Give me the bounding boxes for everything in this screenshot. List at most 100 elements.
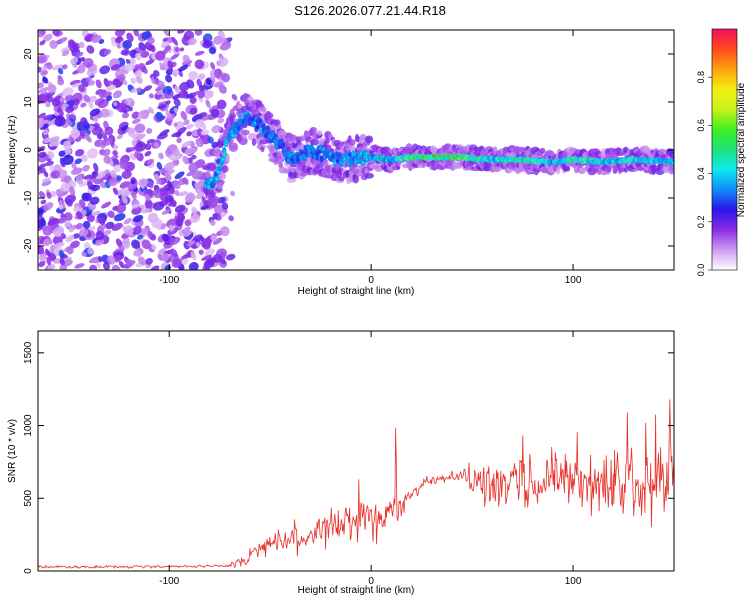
spectrogram-cell xyxy=(217,118,225,124)
colorbar-tick-label: 0.0 xyxy=(696,264,706,277)
colorbar-tick-label: 0.6 xyxy=(696,119,706,132)
spectrogram-cell xyxy=(155,50,166,61)
spectrogram-cell xyxy=(234,123,238,127)
spectrogram-cell xyxy=(78,180,90,187)
spectrogram-cell xyxy=(42,76,49,84)
spectrogram-cell xyxy=(74,158,83,165)
spectrogram-cell xyxy=(147,230,154,238)
spectrogram-cell xyxy=(217,181,224,190)
spectrogram-cell xyxy=(149,44,156,53)
spectrogram-cell xyxy=(180,110,188,121)
spectrogram-cell xyxy=(147,36,155,45)
spectrogram-cell xyxy=(173,107,179,113)
spectrogram-cell xyxy=(130,87,139,94)
spectrogram-cell xyxy=(177,30,186,34)
spectrogram-cell xyxy=(137,109,150,119)
spectrogram-cell xyxy=(132,118,141,124)
spectrogram-y-axis-label: Frequency (Hz) xyxy=(7,116,18,185)
spectrogram-cell xyxy=(320,157,324,160)
spectrogram-cell xyxy=(175,218,184,227)
spectrogram-cell xyxy=(97,215,106,225)
spectrogram-cell xyxy=(63,259,73,267)
spectrogram-cell xyxy=(126,259,133,267)
spectrogram-cell xyxy=(132,240,141,250)
spectrogram-cell xyxy=(78,41,85,49)
spectrogram-cell xyxy=(86,45,95,54)
spectrogram-cell xyxy=(153,174,160,181)
spectrogram-cell xyxy=(146,158,155,165)
spectrogram-cell xyxy=(134,70,143,77)
spectrogram-cell xyxy=(146,128,153,134)
spectrogram-cell xyxy=(125,58,131,65)
spectrogram-cell xyxy=(87,247,94,255)
spectrogram-cell xyxy=(221,73,231,83)
spectrogram-cell xyxy=(38,163,47,169)
spectrogram-cell xyxy=(161,233,169,242)
spectrogram-cell xyxy=(122,40,132,50)
spectrogram-cell xyxy=(103,229,112,236)
colorbar-ticks: 0.0 0.2 0.4 0.6 0.8 xyxy=(696,71,712,276)
spectrogram-cell xyxy=(38,112,46,119)
spectrogram-cell xyxy=(164,169,175,176)
snr-series-line xyxy=(38,399,674,569)
spectrogram-cell xyxy=(92,126,103,136)
spectrogram-cell xyxy=(117,203,125,212)
spectrogram-cell xyxy=(127,181,138,190)
spectrogram-cell xyxy=(79,130,85,139)
spectrogram-cell xyxy=(95,170,106,180)
spectrogram-cell xyxy=(274,134,278,138)
spectrogram-cell xyxy=(91,184,101,192)
spectrogram-cell xyxy=(170,52,180,61)
snr-y-tick-label: 1000 xyxy=(23,414,34,437)
spectrogram-cell xyxy=(217,57,229,68)
spectrogram-cell xyxy=(70,57,79,65)
spectrogram-cell xyxy=(171,36,178,46)
spectrogram-cell xyxy=(105,221,115,230)
spectrogram-cell xyxy=(266,126,270,130)
snr-x-ticks: -100 0 100 xyxy=(159,331,582,587)
spectrogram-cell xyxy=(241,129,250,136)
spectrogram-cell xyxy=(168,201,177,207)
spectrogram-cell xyxy=(68,225,74,233)
spectrogram-cell xyxy=(83,57,94,69)
spectrogram-cell xyxy=(144,200,153,209)
spectrogram-cell xyxy=(74,149,85,157)
spectrogram-cell xyxy=(170,248,178,258)
spectrogram-cell xyxy=(260,146,265,152)
spectrogram-cell xyxy=(111,222,123,231)
colorbar-label: Normalized spectral amplitude xyxy=(736,82,747,217)
spectrogram-cell xyxy=(88,80,96,86)
spectrogram-cell xyxy=(47,264,56,270)
spectrogram-cell xyxy=(112,90,122,99)
spectrogram-cell xyxy=(130,179,136,185)
snr-panel: -100 0 100 0 500 1000 1500 Height of straight… xyxy=(7,330,675,596)
spectrogram-cell xyxy=(49,40,58,49)
spectrogram-cell xyxy=(46,95,54,103)
snr-x-tick-label: -100 xyxy=(159,576,179,587)
spectrogram-cell xyxy=(69,240,80,249)
spectrogram-cell xyxy=(39,94,48,104)
spectrogram-cell xyxy=(39,253,47,261)
spectrogram-cell xyxy=(123,79,128,86)
spectrogram-cell xyxy=(95,230,105,241)
spectrogram-cell xyxy=(78,84,85,93)
spectrogram-cell xyxy=(157,253,164,261)
spectrogram-cell xyxy=(317,130,322,136)
colorbar-tick-label: 0.8 xyxy=(696,71,706,84)
spectrogram-cell xyxy=(126,32,134,42)
spectrogram-cell xyxy=(71,162,77,170)
spectrogram-cell xyxy=(231,93,238,101)
spectrogram-cell xyxy=(208,46,216,55)
spectrogram-cell xyxy=(80,117,88,126)
spectrogram-cell xyxy=(131,226,142,236)
spectrogram-cell xyxy=(53,111,59,117)
spectrogram-cell xyxy=(46,64,54,70)
spectrogram-cell xyxy=(57,78,65,86)
spectrogram-cell xyxy=(79,57,86,62)
snr-frame xyxy=(37,330,675,572)
spectrogram-cell xyxy=(102,149,111,157)
spectrogram-cell xyxy=(129,57,136,65)
spectrogram-cell xyxy=(78,229,89,237)
spectrogram-cell xyxy=(101,201,112,209)
spectrogram-cell xyxy=(66,246,74,255)
